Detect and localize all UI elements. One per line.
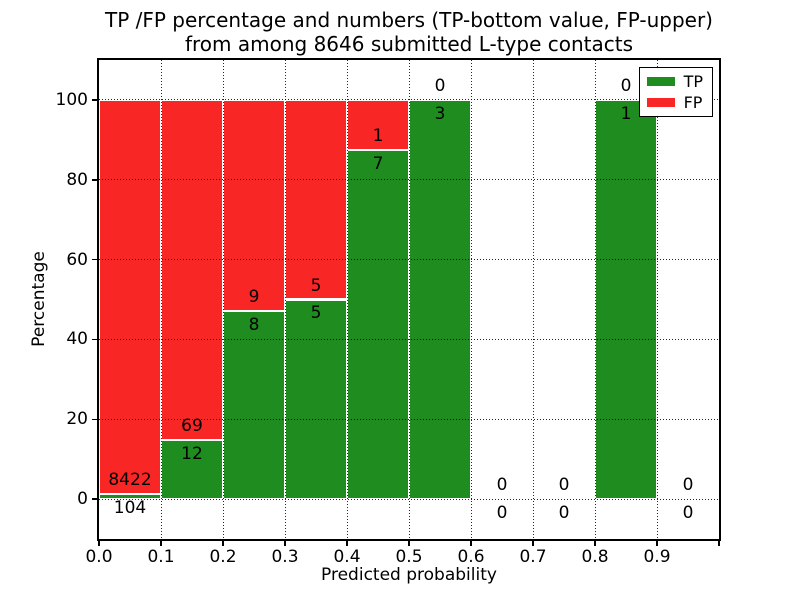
x-tick-mark	[718, 541, 720, 546]
plot-inner: 8422 104 69 12 9 8 5 5 1 7 0 3 0 0 0 0 0 1 0 0 TP FP	[99, 60, 719, 539]
y-gridline	[99, 179, 719, 181]
fp-swatch-icon	[646, 98, 675, 107]
fp-count-label: 0	[620, 75, 632, 96]
x-gridline	[656, 60, 658, 539]
x-tick-mark	[656, 541, 658, 546]
legend-entry-tp: TP	[646, 72, 703, 91]
tp-bar	[285, 299, 347, 500]
y-gridline	[99, 99, 719, 101]
tp-bar	[409, 99, 471, 500]
tp-count-label: 8	[248, 315, 260, 336]
x-tick-mark	[222, 541, 224, 546]
x-tick-label: 0.9	[643, 547, 671, 567]
tp-count-label: 0	[496, 503, 508, 524]
y-axis-label: Percentage	[29, 251, 49, 347]
y-gridline	[99, 418, 719, 420]
fp-count-label: 5	[310, 275, 322, 296]
fp-count-label: 69	[181, 415, 203, 436]
x-gridline	[408, 60, 410, 539]
x-gridline	[346, 60, 348, 539]
x-tick-label: 0.2	[209, 547, 237, 567]
tp-bar	[347, 149, 409, 500]
tp-count-label: 12	[181, 443, 203, 464]
legend-entry-fp: FP	[646, 93, 703, 112]
tp-swatch-icon	[646, 77, 675, 86]
x-tick-label: 0.5	[395, 547, 423, 567]
x-tick-label: 0.0	[85, 547, 113, 567]
y-tick-mark	[92, 179, 97, 181]
tp-count-label: 1	[620, 103, 632, 124]
fp-bar	[99, 99, 161, 495]
x-tick-mark	[98, 541, 100, 546]
y-gridline	[99, 498, 719, 500]
y-tick-mark	[92, 418, 97, 420]
legend-label: FP	[683, 93, 703, 112]
chart-title-line1: TP /FP percentage and numbers (TP-bottom…	[105, 8, 713, 32]
tp-count-label: 5	[310, 303, 322, 324]
y-gridline	[99, 259, 719, 261]
y-tick-label: 0	[77, 489, 88, 510]
fp-count-label: 0	[682, 475, 694, 496]
x-tick-mark	[408, 541, 410, 546]
y-tick-label: 60	[66, 249, 88, 270]
y-gridline	[99, 338, 719, 340]
chart-title-line2: from among 8646 submitted L-type contact…	[184, 32, 634, 56]
tp-count-label: 104	[113, 498, 147, 519]
fp-count-label: 8422	[108, 470, 152, 491]
x-tick-label: 0.7	[519, 547, 547, 567]
legend-label: TP	[683, 72, 703, 91]
fp-count-label: 1	[372, 125, 384, 146]
fp-count-label: 0	[434, 75, 446, 96]
y-tick-label: 80	[66, 169, 88, 190]
x-tick-label: 0.3	[271, 547, 299, 567]
x-tick-label: 0.4	[333, 547, 361, 567]
x-tick-mark	[594, 541, 596, 546]
tp-bar	[161, 439, 223, 500]
x-tick-mark	[160, 541, 162, 546]
x-gridline	[284, 60, 286, 539]
x-gridline	[594, 60, 596, 539]
x-tick-label: 0.6	[457, 547, 485, 567]
tp-bar	[595, 99, 657, 500]
plot-area: 8422 104 69 12 9 8 5 5 1 7 0 3 0 0 0 0 0 1 0 0 TP FP	[97, 58, 721, 541]
fp-bar	[223, 99, 285, 312]
tp-count-label: 7	[372, 153, 384, 174]
x-tick-mark	[346, 541, 348, 546]
x-tick-label: 0.8	[581, 547, 609, 567]
fp-bar	[161, 99, 223, 440]
x-gridline	[532, 60, 534, 539]
legend: TP FP	[638, 67, 713, 117]
x-gridline	[470, 60, 472, 539]
fp-bar	[347, 99, 409, 150]
tp-count-label: 3	[434, 103, 446, 124]
y-tick-mark	[92, 338, 97, 341]
x-tick-mark	[470, 541, 472, 546]
y-tick-label: 40	[66, 329, 88, 350]
y-tick-mark	[92, 498, 97, 500]
fp-bar	[285, 99, 347, 300]
tp-count-label: 0	[682, 503, 694, 524]
fp-count-label: 9	[248, 287, 260, 308]
x-gridline	[222, 60, 224, 539]
fp-count-label: 0	[558, 475, 570, 496]
x-axis-label: Predicted probability	[321, 565, 497, 585]
y-tick-mark	[92, 258, 97, 261]
tp-count-label: 0	[558, 503, 570, 524]
fp-count-label: 0	[496, 475, 508, 496]
x-gridline	[160, 60, 162, 539]
x-tick-mark	[284, 541, 286, 546]
x-tick-label: 0.1	[147, 547, 175, 567]
y-tick-mark	[92, 99, 97, 101]
y-tick-label: 20	[66, 409, 88, 430]
x-tick-mark	[532, 541, 534, 546]
y-tick-label: 100	[55, 89, 88, 110]
